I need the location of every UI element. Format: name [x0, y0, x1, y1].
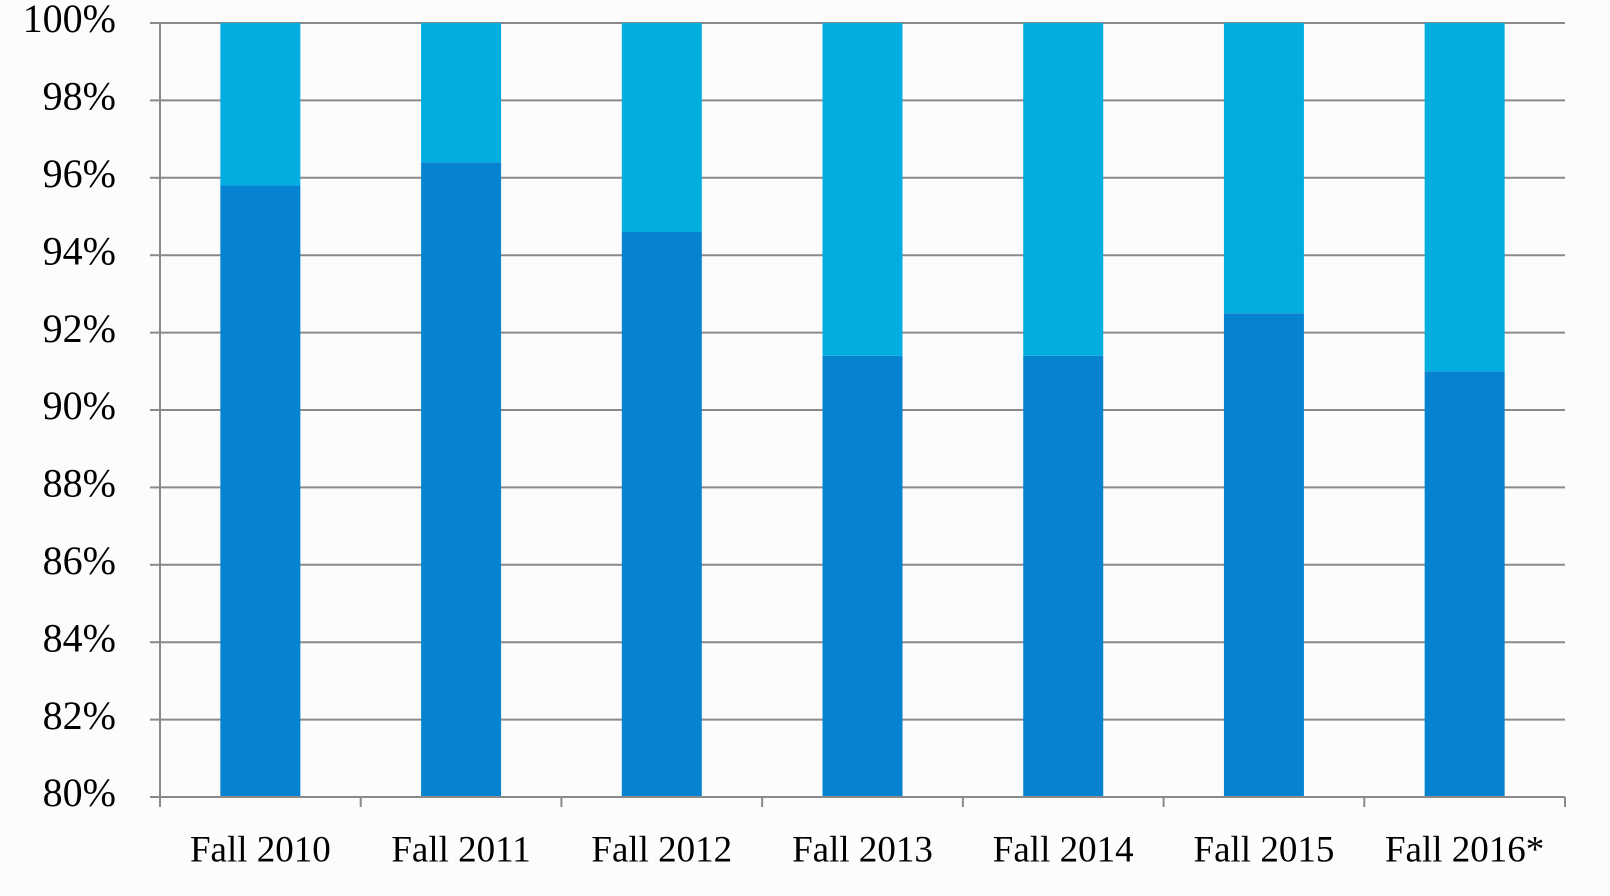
- bar-segment: [220, 23, 301, 186]
- y-tick-label: 84%: [43, 615, 116, 660]
- y-tick-label: 88%: [43, 461, 116, 506]
- bar-segment: [1223, 23, 1304, 314]
- y-tick-label: 90%: [43, 383, 116, 428]
- y-tick-label: 92%: [43, 306, 116, 351]
- bar-segment: [1023, 355, 1104, 797]
- x-tick-label: Fall 2014: [993, 829, 1134, 870]
- x-tick-label: Fall 2010: [190, 829, 331, 870]
- x-tick-label: Fall 2012: [591, 829, 732, 870]
- bar-segment: [1424, 371, 1505, 797]
- y-tick-label: 96%: [43, 151, 116, 196]
- y-tick-label: 94%: [43, 228, 116, 273]
- x-tick-label: Fall 2011: [391, 829, 530, 870]
- y-tick-label: 80%: [43, 770, 116, 815]
- bar-segment: [421, 23, 502, 163]
- bar-segment: [1023, 23, 1104, 356]
- bar-segment: [822, 23, 903, 356]
- bar-segment: [421, 162, 502, 797]
- x-tick-label: Fall 2016*: [1385, 829, 1544, 870]
- bar-segment: [822, 355, 903, 797]
- bar-segment: [220, 185, 301, 798]
- y-tick-label: 100%: [23, 0, 116, 41]
- x-tick-label: Fall 2015: [1194, 829, 1335, 870]
- y-tick-label: 86%: [43, 538, 116, 583]
- y-tick-label: 82%: [43, 693, 116, 738]
- bar-segment: [621, 23, 702, 232]
- y-tick-label: 98%: [43, 74, 116, 119]
- bar-segment: [1424, 23, 1505, 372]
- x-tick-label: Fall 2013: [792, 829, 933, 870]
- bar-segment: [621, 231, 702, 798]
- bar-segment: [1223, 313, 1304, 797]
